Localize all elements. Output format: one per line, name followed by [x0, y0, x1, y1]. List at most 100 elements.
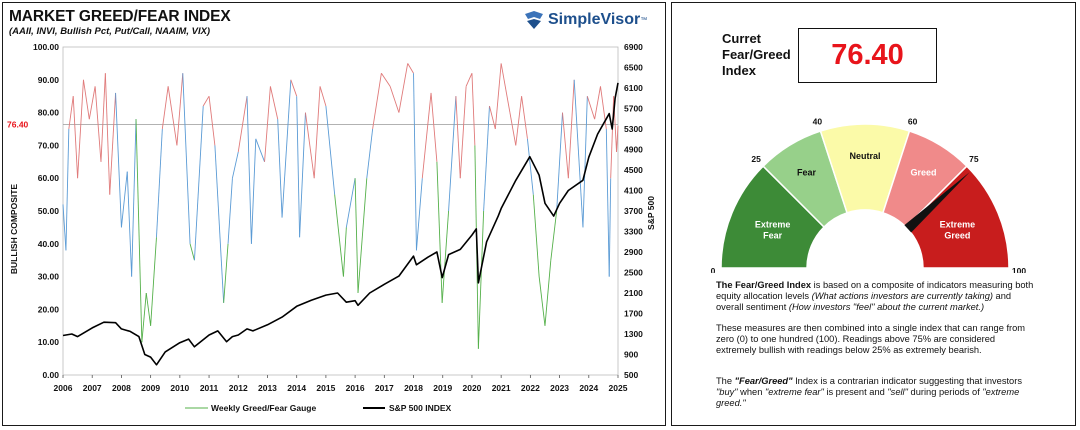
left-tick-label: 20.00	[38, 304, 60, 314]
gauge-series-segment	[109, 92, 117, 195]
gauge-series-segment	[459, 86, 467, 179]
gauge-series-segment	[556, 112, 563, 212]
greed-fear-chart: 0.00 10.00 20.00 30.00 40.00 50.00 60.00 70.00 8…	[7, 42, 656, 413]
gauge-series-segment	[562, 112, 569, 179]
gauge-series-segment	[296, 96, 301, 238]
right-tick-label: 1300	[624, 329, 643, 339]
gauge-series-segment	[281, 79, 292, 218]
x-tick-label: 2021	[492, 383, 511, 393]
gauge-series-segment	[62, 204, 67, 251]
gauge-label-neutral: Neutral	[849, 151, 880, 161]
left-axis-label: BULLISH COMPOSITE	[9, 184, 19, 275]
gauge-series-segment	[567, 79, 575, 179]
gauge-series-segment	[354, 178, 359, 294]
right-tick-label: 6500	[624, 63, 643, 73]
legend-label-gauge: Weekly Greed/Fear Gauge	[211, 403, 316, 413]
legend-label-sp500: S&P 500 INDEX	[389, 403, 452, 413]
description-paragraph-1: The Fear/Greed Index is based on a compo…	[716, 280, 1034, 314]
gauge-label-extreme-fear: Extreme	[755, 220, 791, 230]
x-tick-label: 2010	[170, 383, 189, 393]
desc-term: The Fear/Greed Index	[716, 280, 812, 290]
current-index-label: Curret Fear/Greed Index	[722, 31, 791, 79]
left-tick-label: 50.00	[38, 206, 60, 216]
gauge-series-segment	[202, 95, 210, 107]
gauge-series-segment	[357, 178, 368, 294]
gauge-series-segment	[231, 151, 239, 179]
chart-panel: MARKET GREED/FEAR INDEX (AAII, INVI, Bul…	[2, 2, 666, 426]
gauge-tick-label: 60	[908, 117, 918, 127]
left-tick-label: 0.00	[42, 370, 59, 380]
right-tick-label: 4100	[624, 186, 643, 196]
gauge-series-segment	[182, 73, 191, 244]
desc-p1-i2: (How investors "feel" about the current …	[788, 302, 985, 313]
x-tick-label: 2006	[54, 383, 73, 393]
gauge-series-segment	[227, 178, 233, 244]
desc-p3-c: when	[737, 387, 765, 398]
gauge-series-segment	[521, 96, 528, 139]
right-tick-label: 6100	[624, 83, 643, 93]
gauge-series-segment	[489, 105, 496, 130]
gauge-series-segment	[544, 260, 552, 326]
right-tick-label: 5300	[624, 124, 643, 134]
gauge-series-segment	[586, 96, 596, 120]
gauge-series-segment	[448, 96, 457, 212]
sp500-series-line	[62, 82, 619, 366]
gauge-series-segment	[126, 171, 133, 277]
gauge-series-segment	[120, 171, 128, 228]
x-tick-label: 2007	[83, 383, 102, 393]
gauge-series-segment	[477, 210, 485, 349]
x-tick-label: 2008	[112, 383, 131, 393]
desc-p3-i4: "extreme greed."	[716, 387, 1020, 409]
gauge-series-segment	[345, 178, 356, 228]
gauge-series-segment	[65, 128, 70, 251]
current-index-value: 76.40	[831, 39, 904, 71]
gauge-series-segment	[550, 210, 558, 261]
left-tick-label: 80.00	[38, 108, 60, 118]
gauge-series-segment	[305, 112, 315, 179]
greed-fear-series	[62, 63, 619, 349]
current-label-line3: Index	[722, 63, 756, 78]
desc-p1-a: is based on a composite of indicators me…	[716, 280, 1034, 302]
desc-p3-i2: "extreme fear"	[765, 387, 824, 398]
gauge-series-segment	[145, 292, 152, 326]
gauge-series-segment	[415, 178, 423, 251]
left-axis-ticks: 0.00 10.00 20.00 30.00 40.00 50.00 60.00 70.00 8…	[33, 42, 59, 380]
chart-title: MARKET GREED/FEAR INDEX	[9, 8, 231, 25]
gauge-tick-label: 75	[969, 154, 979, 164]
gauge-series-segment	[290, 79, 298, 97]
desc-p3-bi: "Fear/Greed"	[734, 376, 793, 386]
fear-greed-gauge: ExtremeFearFearNeutralGreedExtremeGreed …	[711, 117, 1027, 273]
right-tick-label: 900	[624, 350, 638, 360]
gauge-series-segment	[372, 73, 382, 130]
gauge-series-segment	[465, 73, 473, 87]
gauge-series-segment	[214, 145, 225, 303]
x-tick-label: 2024	[579, 383, 598, 393]
gauge-tick-label: 25	[751, 154, 761, 164]
left-tick-label: 100.00	[33, 42, 59, 52]
gauge-series-segment	[189, 243, 195, 261]
gauge-panel: Curret Fear/Greed Index 76.40 Extreme Fea…	[671, 2, 1076, 426]
simplevisor-logo: SimpleVisor ™	[523, 10, 647, 30]
gauge-series-segment	[277, 119, 283, 218]
current-value-label: 76.40	[7, 119, 29, 129]
gauge-series-segment	[72, 96, 79, 179]
gauge-series-segment	[250, 138, 257, 244]
gauge-series-segment	[610, 96, 615, 179]
desc-p3-e: during periods of	[907, 387, 983, 398]
gauge-series-segment	[141, 292, 147, 343]
gauge-series-segment	[538, 276, 546, 326]
gauge-label-extreme-greed: Extreme	[940, 220, 976, 230]
trademark-mark: ™	[640, 16, 648, 24]
gauge-segment-extreme-greed	[904, 165, 1010, 269]
gauge-series-segment	[193, 106, 204, 261]
right-tick-label: 6900	[624, 42, 643, 52]
gauge-series-segment	[100, 73, 106, 162]
gauge-label-fear: Fear	[797, 168, 817, 178]
gauge-label-extreme-fear-line2: Fear	[763, 231, 783, 241]
gauge-series-segment	[436, 161, 443, 303]
gauge-series-segment	[167, 86, 178, 146]
gauge-series-segment	[342, 227, 347, 277]
desc-p1-i1: (What actions investors are currently ta…	[811, 291, 993, 302]
left-tick-label: 10.00	[38, 337, 60, 347]
